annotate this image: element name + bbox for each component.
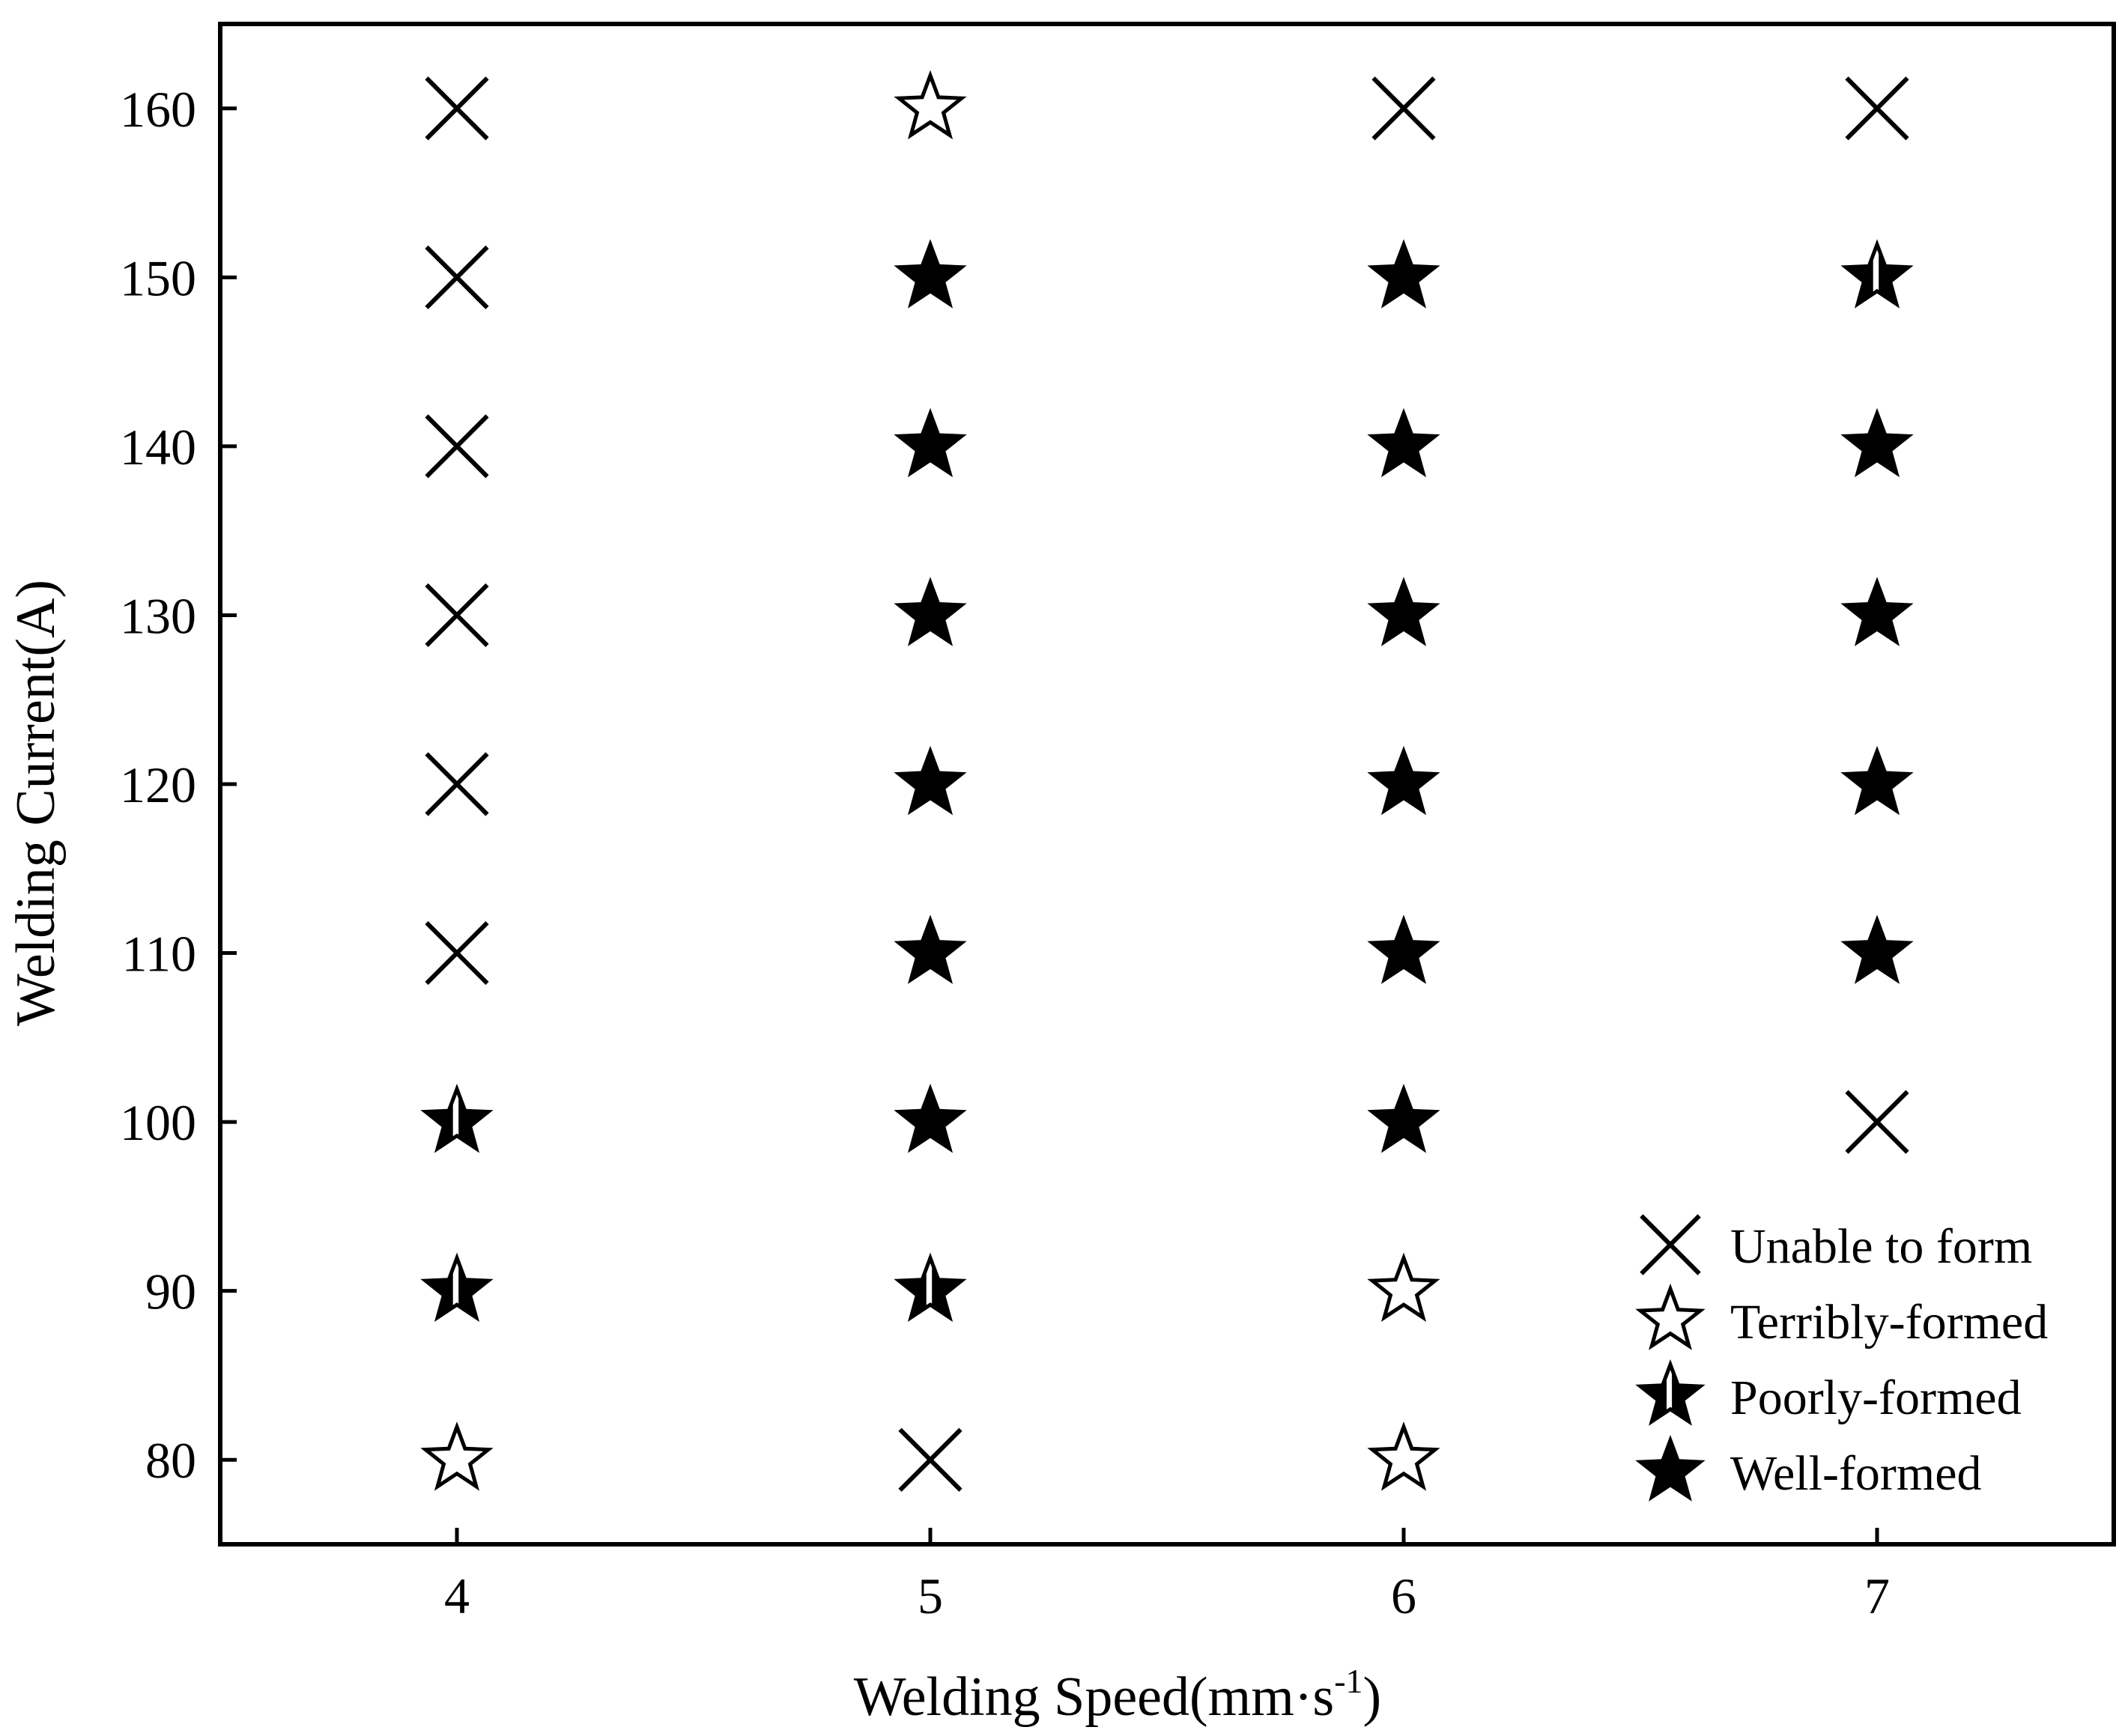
y-tick-label: 100 (120, 1094, 196, 1151)
x-axis-title-superscript: -1 (1334, 1662, 1362, 1700)
x-tick-label: 7 (1864, 1567, 1890, 1624)
point-unable-7-160 (1845, 76, 1909, 141)
y-tick-label: 80 (145, 1432, 196, 1489)
x-axis-title-close: ) (1363, 1666, 1382, 1728)
legend-marker-poorly (1635, 1359, 1706, 1426)
point-well-7-120 (1840, 745, 1914, 816)
point-well-6-120 (1367, 745, 1440, 816)
point-well-6-100 (1367, 1083, 1440, 1153)
legend-item-poorly: Poorly-formed (1635, 1359, 2022, 1426)
point-unable-7-100 (1845, 1090, 1909, 1154)
y-tick-label: 160 (120, 81, 196, 138)
x-tick-label: 4 (444, 1567, 470, 1624)
point-poorly-7-150 (1840, 239, 1914, 309)
point-unable-4-110 (425, 920, 489, 986)
y-tick-label: 120 (120, 756, 196, 813)
point-well-5-120 (894, 745, 967, 816)
point-unable-6-160 (1371, 76, 1436, 141)
y-tick-label: 90 (145, 1263, 196, 1320)
legend-label-poorly: Poorly-formed (1730, 1371, 2022, 1425)
point-well-5-140 (894, 407, 967, 478)
y-tick-label: 140 (120, 419, 196, 476)
y-tick-label: 110 (122, 926, 196, 983)
point-terribly-6-90 (1367, 1252, 1440, 1323)
point-terribly-5-160 (894, 70, 967, 140)
legend-marker-terribly (1635, 1283, 1706, 1350)
point-unable-4-160 (425, 76, 489, 141)
point-well-5-100 (894, 1083, 967, 1153)
point-well-5-150 (894, 239, 967, 309)
legend-label-unable: Unable to form (1730, 1219, 2032, 1274)
point-well-7-130 (1840, 577, 1914, 646)
legend-label-well: Well-formed (1730, 1446, 1982, 1501)
legend-marker-unable (1640, 1214, 1701, 1275)
tick-labels: 4 5 6 7 80 90 100 110 120 130 140 150 160 (120, 81, 1890, 1624)
point-well-6-140 (1367, 407, 1440, 478)
y-tick-label: 150 (120, 249, 196, 306)
point-poorly-4-90 (420, 1252, 494, 1323)
y-axis-title: Welding Current(A) (5, 580, 67, 1026)
y-tick-label: 130 (120, 587, 196, 644)
x-axis-title: Welding Speed(mm·s-1) (854, 1662, 1381, 1728)
legend: Unable to form Terribly-formed Poorly-form… (1635, 1214, 2048, 1502)
point-unable-4-120 (425, 752, 489, 816)
legend-item-terribly: Terribly-formed (1635, 1283, 2048, 1350)
point-unable-4-140 (425, 414, 489, 479)
x-tick-label: 6 (1391, 1567, 1416, 1624)
x-tick-label: 5 (918, 1567, 943, 1624)
point-well-7-110 (1840, 914, 1914, 984)
point-well-5-110 (894, 914, 967, 984)
point-terribly-4-80 (420, 1421, 494, 1491)
legend-item-well: Well-formed (1635, 1434, 1982, 1502)
legend-marker-well (1635, 1434, 1706, 1502)
legend-label-terribly: Terribly-formed (1730, 1295, 2048, 1350)
point-poorly-5-90 (894, 1252, 967, 1323)
point-unable-4-130 (425, 583, 489, 648)
point-well-6-130 (1367, 577, 1440, 646)
point-unable-5-80 (898, 1427, 963, 1492)
point-unable-4-150 (425, 245, 489, 309)
point-well-7-140 (1840, 407, 1914, 478)
data-points (420, 70, 1914, 1492)
point-well-5-130 (894, 577, 967, 646)
point-poorly-4-100 (420, 1083, 494, 1153)
point-well-6-150 (1367, 239, 1440, 309)
axis-ticks (220, 106, 1879, 1544)
legend-item-unable: Unable to form (1640, 1214, 2032, 1275)
x-axis-title-main: Welding Speed(mm·s (854, 1666, 1334, 1728)
point-well-6-110 (1367, 914, 1440, 984)
point-terribly-6-80 (1367, 1421, 1440, 1491)
